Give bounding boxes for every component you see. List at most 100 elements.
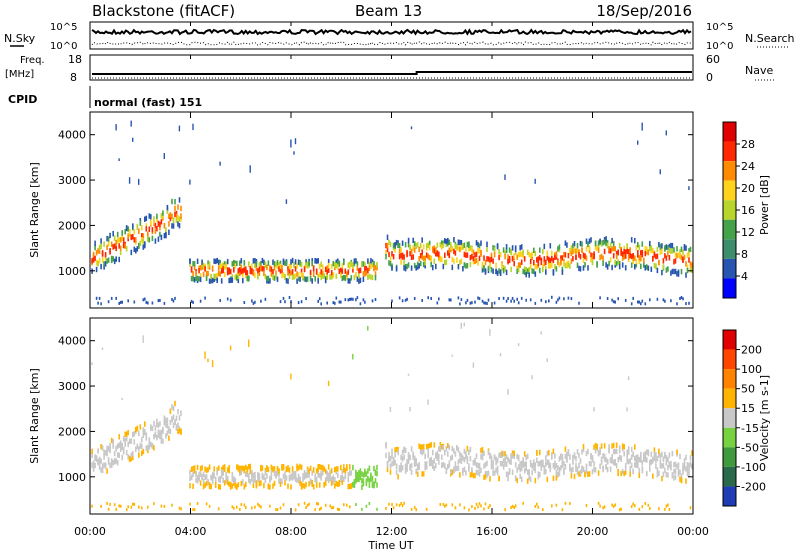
scatter-cell [290,263,292,270]
scatter-cell [421,249,423,255]
scatter-cell [335,480,338,487]
scatter-cell [171,404,173,410]
ground-cell [551,504,553,508]
ytick-label: 4000 [58,129,86,142]
scatter-cell [222,470,224,476]
scatter-cell [350,483,353,489]
scatter-cell [231,274,234,280]
scatter-cell [327,472,330,478]
scatter-cell [332,479,335,485]
scatter-cell [472,249,475,256]
ground-cell [545,300,547,304]
ground-cell [679,297,681,300]
scatter-cell [231,483,234,489]
scatter-cell [211,478,214,485]
scatter-cell [391,453,393,459]
scatter-cell [593,253,595,259]
scatter-cell [362,472,365,478]
scatter-cell [600,241,603,247]
scatter-cell [677,468,680,474]
ground-cell [110,296,113,300]
time-axis: 00:00 04:00 08:00 12:00 16:00 20:00 00:00 [74,22,709,538]
ground-cell [392,506,395,510]
scatter-cell [575,462,577,469]
scatter-cell [569,263,571,269]
scatter-cell [246,467,249,473]
scatter-cell [505,471,508,477]
scatter-cell [160,433,163,440]
scatter-cell [159,433,161,440]
ground-cell [548,299,550,303]
scatter-cell [263,474,265,481]
scatter-cell [585,463,588,469]
colorbar-swatch [723,278,736,298]
scatter-cell [490,267,493,273]
scatter-cell [124,243,126,249]
scatter-cell [156,226,158,232]
scatter-cell [573,241,576,247]
ground-cell [474,506,476,510]
scatter-cell [570,258,573,264]
scatter-cell [567,262,570,268]
scatter-cell [395,239,398,246]
scatter-cell [659,463,662,469]
scatter-cell [245,266,247,272]
scatter-cell [658,448,660,454]
colorbar-swatch [723,447,736,467]
scatter-cell [632,253,634,259]
scatter-cell [599,238,601,244]
scatter-cell [441,454,443,460]
scatter-cell [683,464,686,471]
scatter-cell [415,468,417,475]
ground-cell [243,503,246,507]
nave-tick-bottom: 0 [706,71,713,84]
scatter-cell [122,447,125,453]
ground-cell [359,302,362,306]
scatter-cell [347,484,350,490]
scatter-cell [321,470,324,476]
scatter-cell [318,482,321,488]
scatter-cell [267,260,270,266]
scatter-cell [478,243,481,249]
scatter-cell [364,471,366,478]
scatter-cell [629,471,631,477]
scatter-cell [425,464,428,470]
scatter-cell [314,258,316,264]
scatter-cell [611,264,613,271]
scatter-cell [338,479,341,486]
scatter-cell [475,469,478,475]
scatter-cell [433,245,436,251]
scatter-cell [330,270,333,276]
scatter-cell [130,234,133,241]
ground-cell [611,503,613,507]
scatter-cell [166,423,169,429]
ground-cell [534,301,537,305]
scatter-cell [587,265,589,271]
scatter-cell [374,469,377,475]
scatter-cell [334,477,336,483]
scatter-cell [177,422,179,428]
scatter-cell [475,251,478,258]
scatter-cell [103,454,105,460]
scatter-cell [394,247,396,253]
sparse-cell [249,165,251,173]
scatter-cell [588,245,591,251]
ground-cell [475,502,478,506]
ground-cell [334,301,336,305]
scatter-cell [107,446,110,452]
scatter-cell [677,462,680,468]
scatter-cell [216,469,218,475]
scatter-cell [239,267,241,273]
scatter-cell [691,463,693,470]
scatter-cell [139,424,142,430]
scatter-cell [478,255,481,261]
scatter-cell [498,452,500,459]
scatter-cell [609,257,612,263]
scatter-cell [245,464,247,471]
scatter-cell [593,466,595,473]
scatter-cell [578,462,580,469]
scatter-cell [585,468,588,474]
scatter-cell [647,450,650,457]
ground-cell [487,506,490,510]
scatter-cell [403,254,405,260]
